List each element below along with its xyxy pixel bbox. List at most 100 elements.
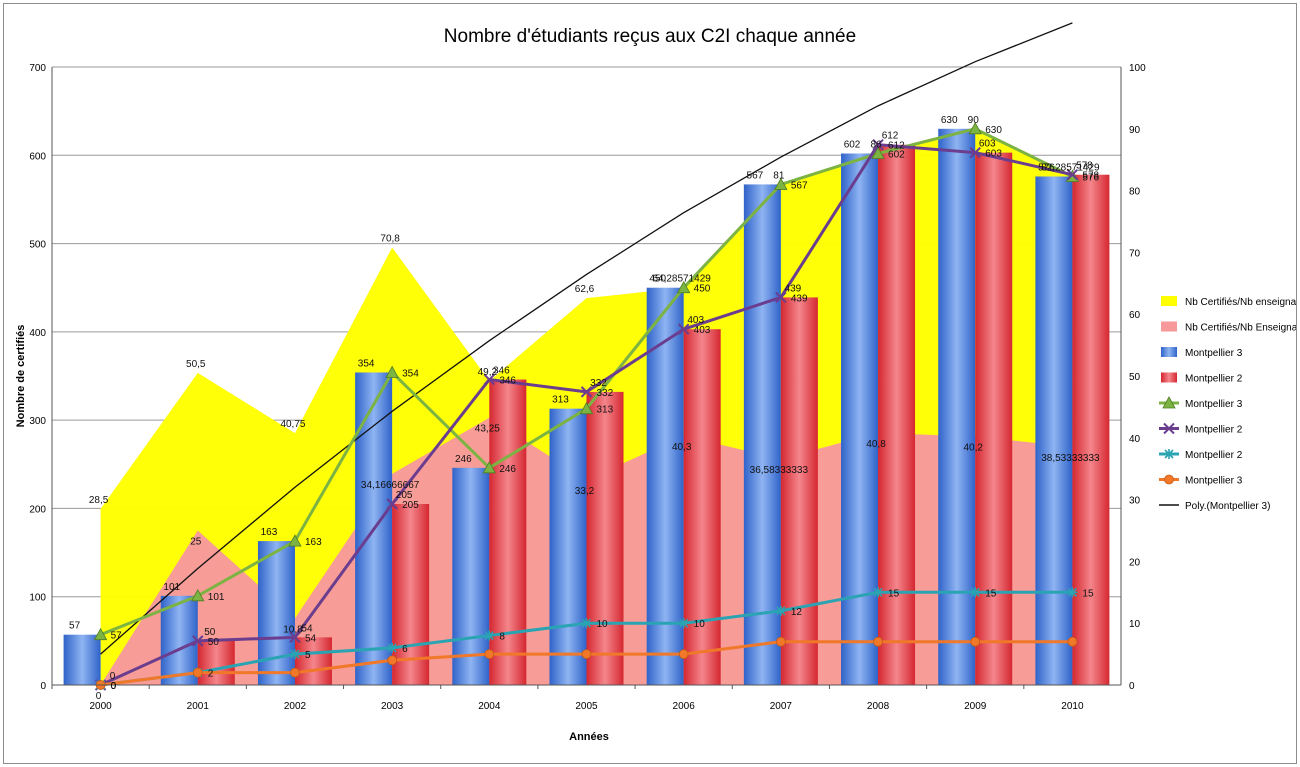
data-label: 101 — [208, 592, 225, 603]
bar-montpellier-3 — [1035, 176, 1073, 685]
x-tick-label: 2003 — [381, 701, 404, 712]
data-label: 450 — [694, 284, 711, 295]
data-label: 86 — [870, 140, 882, 151]
data-label: 205 — [396, 490, 413, 501]
data-label: 81 — [773, 170, 785, 181]
data-label: 163 — [261, 527, 278, 538]
marker-x — [580, 386, 593, 398]
bar-montpellier-3 — [646, 287, 684, 685]
data-label: 578 — [1076, 161, 1093, 172]
data-label: 0 — [111, 681, 117, 692]
marker-star — [970, 587, 981, 598]
data-label: 439 — [791, 293, 808, 304]
data-label: 246 — [455, 454, 472, 465]
marker-x — [1066, 169, 1079, 181]
marker-circle — [873, 636, 883, 647]
y-tick-label: 200 — [29, 504, 46, 515]
marker-triangle — [871, 146, 885, 159]
marker-circle — [775, 636, 786, 647]
marker-star — [873, 587, 884, 598]
marker-circle — [970, 636, 981, 647]
legend-swatch — [1161, 347, 1177, 357]
bar-montpellier-3 — [549, 408, 587, 685]
bar-montpellier-3 — [257, 541, 295, 685]
y-axis-title: Nombre de certifiés — [15, 325, 27, 428]
bar-series — [63, 128, 1110, 686]
data-label: 5 — [305, 650, 311, 661]
data-label: 603 — [985, 149, 1002, 160]
marker-star — [289, 649, 300, 660]
chart-title: Nombre d'étudiants reçus aux C2I chaque … — [444, 26, 856, 47]
axes: 0100200300400500600700010203040506070809… — [29, 63, 1146, 712]
legend-label: Montpellier 3 — [1185, 476, 1243, 487]
bar-montpellier-2 — [975, 152, 1013, 685]
y2-tick-label: 100 — [1129, 63, 1146, 74]
legend-item: Montpellier 3 — [1159, 474, 1243, 487]
marker-x — [1163, 422, 1175, 435]
bar-montpellier-2 — [683, 329, 721, 685]
data-label: 40,3 — [672, 442, 692, 453]
data-label: 28,5 — [89, 495, 109, 506]
data-label: 450 — [649, 274, 666, 285]
legend-label: Montpellier 3 — [1185, 348, 1243, 359]
marker-x — [289, 631, 301, 644]
marker-x — [775, 291, 787, 304]
marker-triangle — [774, 177, 788, 190]
data-label: 603 — [979, 139, 996, 150]
marker-x — [677, 323, 690, 335]
y2-tick-label: 80 — [1129, 187, 1141, 198]
y2-tick-label: 60 — [1129, 310, 1141, 321]
marker-triangle — [579, 401, 594, 415]
data-label: 567 — [791, 180, 808, 191]
marker-triangle — [385, 365, 399, 378]
legend-swatch — [1161, 296, 1177, 306]
x-tick-label: 2005 — [575, 701, 598, 712]
marker-x — [872, 138, 884, 151]
trendline-poly-montpellier-3 — [100, 22, 1073, 655]
marker-star — [775, 605, 786, 616]
x-tick-label: 2004 — [478, 701, 501, 712]
y2-tick-label: 20 — [1129, 557, 1141, 568]
x-axis-title: Années — [569, 731, 609, 743]
marker-circle — [290, 667, 300, 678]
data-label: 313 — [597, 405, 614, 416]
legend-item: Montpellier 2 — [1161, 372, 1243, 385]
bar-montpellier-2 — [1072, 174, 1110, 686]
x-tick-label: 2002 — [284, 701, 307, 712]
data-label: 10 — [694, 619, 706, 630]
marker-triangle — [288, 534, 302, 547]
data-label: 50 — [208, 637, 220, 648]
bar-montpellier-2 — [780, 297, 818, 685]
bar-montpellier-3 — [938, 128, 976, 686]
data-label: 101 — [163, 582, 180, 593]
y2-tick-label: 0 — [1129, 681, 1135, 692]
data-label: 43,25 — [475, 424, 500, 435]
data-label: 54 — [301, 623, 313, 634]
y-tick-label: 600 — [29, 151, 46, 162]
x-tick-label: 2001 — [187, 701, 210, 712]
data-label: 0 — [96, 691, 102, 702]
bar-montpellier-3 — [63, 634, 101, 685]
data-label: 40,2 — [963, 443, 983, 454]
data-label: 346 — [499, 376, 516, 387]
data-label: 40,75 — [280, 419, 305, 430]
y2-tick-label: 90 — [1129, 125, 1141, 136]
marker-triangle — [93, 627, 108, 641]
x-tick-label: 2010 — [1061, 701, 1084, 712]
data-label: 205 — [402, 500, 419, 511]
x-tick-label: 2006 — [673, 701, 696, 712]
y2-tick-label: 50 — [1129, 372, 1141, 383]
data-label: 34,16666667 — [361, 480, 420, 491]
data-label: 354 — [402, 368, 419, 379]
marker-star — [1164, 449, 1174, 459]
data-label: 567 — [747, 170, 764, 181]
marker-circle — [1067, 636, 1078, 647]
data-label: 33,2 — [575, 486, 595, 497]
data-label: 10 — [597, 619, 609, 630]
y-tick-label: 700 — [29, 63, 46, 74]
marker-triangle — [482, 460, 496, 474]
data-label: 54 — [305, 633, 317, 644]
data-label: 354 — [358, 358, 375, 369]
data-label: 50 — [204, 627, 216, 638]
marker-star — [484, 630, 495, 641]
